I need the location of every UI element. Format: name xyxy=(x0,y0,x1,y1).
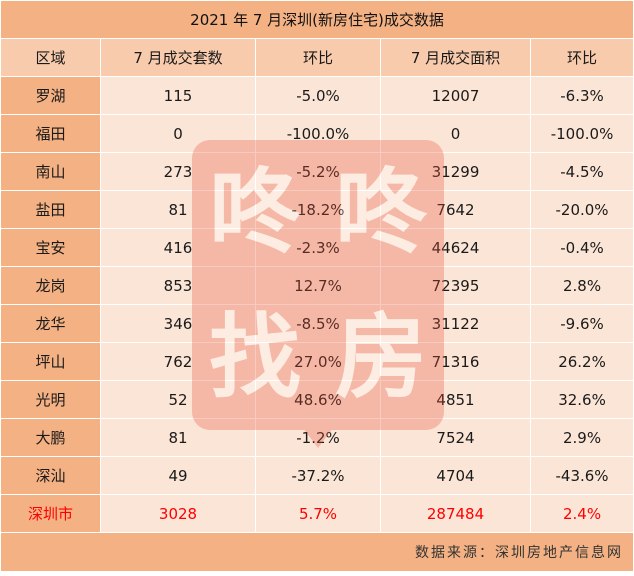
area-mom-cell: 32.6% xyxy=(529,380,634,419)
units-mom-cell: -5.2% xyxy=(255,152,381,191)
area-cell: 0 xyxy=(380,114,531,153)
units-cell: 346 xyxy=(100,304,256,343)
units-cell: 853 xyxy=(100,266,256,305)
units-mom-cell: 12.7% xyxy=(255,266,381,305)
district-cell: 深汕 xyxy=(0,456,101,495)
total-units-mom-cell: 5.7% xyxy=(255,494,381,533)
table-row: 福田 0 -100.0% 0 -100.0% xyxy=(0,114,634,153)
units-mom-cell: -37.2% xyxy=(255,456,381,495)
area-mom-cell: 2.9% xyxy=(529,418,634,457)
total-row: 深圳市 3028 5.7% 287484 2.4% xyxy=(0,494,634,533)
area-mom-cell: -0.4% xyxy=(529,228,634,267)
area-mom-cell: -6.3% xyxy=(529,76,634,115)
area-mom-cell: -20.0% xyxy=(529,190,634,229)
total-area-mom-cell: 2.4% xyxy=(529,494,634,533)
units-cell: 81 xyxy=(100,190,256,229)
header-units: 7 月成交套数 xyxy=(100,38,256,77)
units-mom-cell: -1.2% xyxy=(255,418,381,457)
units-mom-cell: 48.6% xyxy=(255,380,381,419)
units-mom-cell: -100.0% xyxy=(255,114,381,153)
area-cell: 31299 xyxy=(380,152,531,191)
district-cell: 福田 xyxy=(0,114,101,153)
district-cell: 坪山 xyxy=(0,342,101,381)
units-cell: 416 xyxy=(100,228,256,267)
area-cell: 12007 xyxy=(380,76,531,115)
table-row: 大鹏 81 -1.2% 7524 2.9% xyxy=(0,418,634,457)
district-cell: 龙岗 xyxy=(0,266,101,305)
area-cell: 4851 xyxy=(380,380,531,419)
table-row: 龙岗 853 12.7% 72395 2.8% xyxy=(0,266,634,305)
district-cell: 龙华 xyxy=(0,304,101,343)
district-cell: 光明 xyxy=(0,380,101,419)
area-mom-cell: -43.6% xyxy=(529,456,634,495)
area-cell: 7642 xyxy=(380,190,531,229)
area-mom-cell: -9.6% xyxy=(529,304,634,343)
units-mom-cell: -2.3% xyxy=(255,228,381,267)
area-mom-cell: -4.5% xyxy=(529,152,634,191)
area-mom-cell: 2.8% xyxy=(529,266,634,305)
table-title: 2021 年 7 月深圳(新房住宅)成交数据 xyxy=(0,0,634,39)
units-cell: 49 xyxy=(100,456,256,495)
units-cell: 273 xyxy=(100,152,256,191)
header-area-mom: 环比 xyxy=(529,38,634,77)
district-cell: 盐田 xyxy=(0,190,101,229)
district-cell: 大鹏 xyxy=(0,418,101,457)
units-mom-cell: -5.0% xyxy=(255,76,381,115)
title-row: 2021 年 7 月深圳(新房住宅)成交数据 xyxy=(0,0,634,39)
header-row: 区域 7 月成交套数 环比 7 月成交面积 环比 xyxy=(0,38,634,77)
units-cell: 0 xyxy=(100,114,256,153)
district-cell: 宝安 xyxy=(0,228,101,267)
area-mom-cell: 26.2% xyxy=(529,342,634,381)
table-row: 光明 52 48.6% 4851 32.6% xyxy=(0,380,634,419)
header-area: 7 月成交面积 xyxy=(380,38,531,77)
area-cell: 72395 xyxy=(380,266,531,305)
area-cell: 44624 xyxy=(380,228,531,267)
header-district: 区域 xyxy=(0,38,101,77)
units-mom-cell: -8.5% xyxy=(255,304,381,343)
table-row: 坪山 762 27.0% 71316 26.2% xyxy=(0,342,634,381)
units-mom-cell: 27.0% xyxy=(255,342,381,381)
total-area-cell: 287484 xyxy=(380,494,531,533)
area-cell: 71316 xyxy=(380,342,531,381)
table-row: 宝安 416 -2.3% 44624 -0.4% xyxy=(0,228,634,267)
table-row: 龙华 346 -8.5% 31122 -9.6% xyxy=(0,304,634,343)
units-cell: 81 xyxy=(100,418,256,457)
table-row: 罗湖 115 -5.0% 12007 -6.3% xyxy=(0,76,634,115)
district-cell: 罗湖 xyxy=(0,76,101,115)
footer-row: 数据来源：深圳房地产信息网 xyxy=(0,532,634,572)
units-cell: 115 xyxy=(100,76,256,115)
table-row: 南山 273 -5.2% 31299 -4.5% xyxy=(0,152,634,191)
table-row: 深汕 49 -37.2% 4704 -43.6% xyxy=(0,456,634,495)
district-cell: 南山 xyxy=(0,152,101,191)
area-mom-cell: -100.0% xyxy=(529,114,634,153)
table-row: 盐田 81 -18.2% 7642 -20.0% xyxy=(0,190,634,229)
units-cell: 52 xyxy=(100,380,256,419)
data-source-note: 数据来源：深圳房地产信息网 xyxy=(0,532,634,572)
area-cell: 4704 xyxy=(380,456,531,495)
units-mom-cell: -18.2% xyxy=(255,190,381,229)
units-cell: 762 xyxy=(100,342,256,381)
area-cell: 31122 xyxy=(380,304,531,343)
area-cell: 7524 xyxy=(380,418,531,457)
header-units-mom: 环比 xyxy=(255,38,381,77)
total-units-cell: 3028 xyxy=(100,494,256,533)
total-district-cell: 深圳市 xyxy=(0,494,101,533)
